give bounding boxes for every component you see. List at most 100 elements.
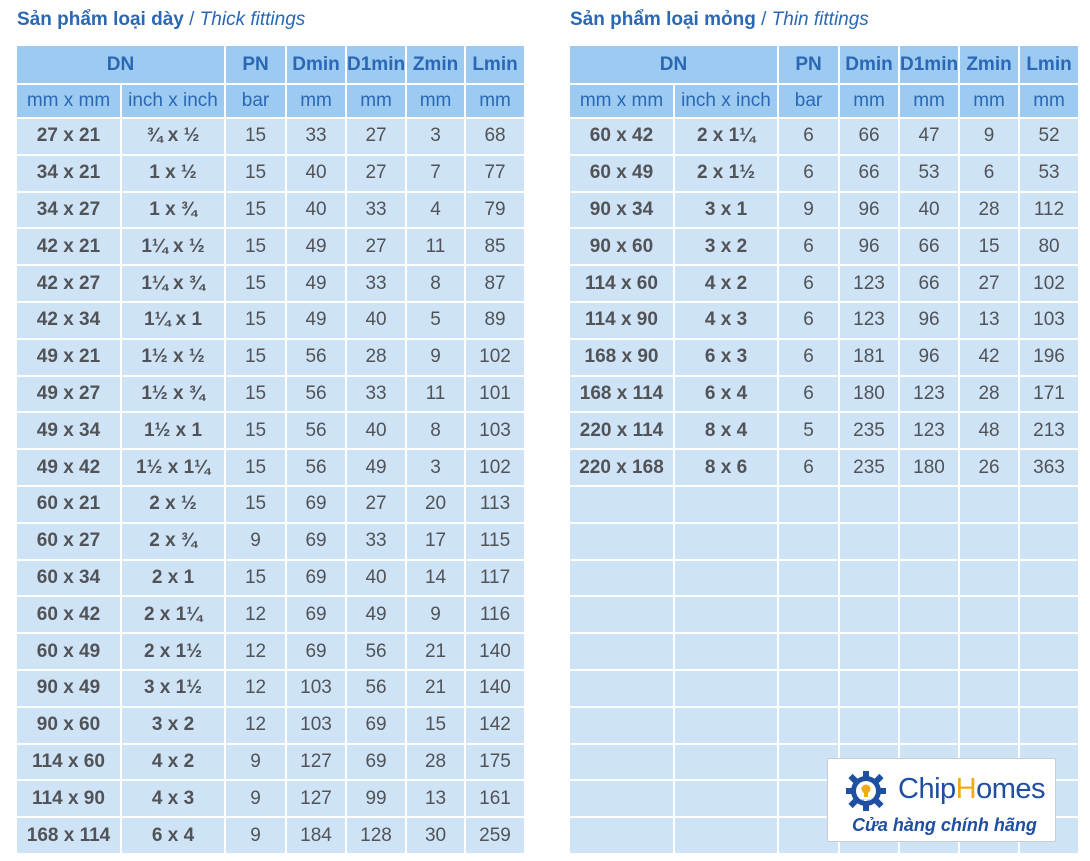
- unit-zmin: mm: [958, 83, 1021, 119]
- d1min-cell: 27: [345, 484, 408, 524]
- table-row: 220 x 168 8 x 6 6 235 180 26 363: [570, 448, 1079, 487]
- d1min-cell: 123: [898, 411, 961, 451]
- dn-mm-cell: 60 x 21: [17, 484, 122, 524]
- empty-cell: [898, 595, 961, 635]
- empty-cell: [898, 668, 961, 708]
- dn-mm-cell: 42 x 34: [17, 300, 122, 340]
- header-dn: DN: [570, 46, 780, 85]
- unit-lmin: mm: [1018, 83, 1079, 119]
- empty-cell: [570, 705, 675, 745]
- dn-inch-cell: 1 x ¾: [119, 190, 227, 230]
- zmin-cell: 28: [405, 742, 467, 782]
- dn-mm-cell: 60 x 42: [570, 118, 675, 156]
- pn-cell: 5: [777, 411, 841, 451]
- dn-mm-cell: 114 x 60: [17, 742, 122, 782]
- brand-h: H: [955, 773, 977, 805]
- table-row: 168 x 90 6 x 3 6 181 96 42 196: [570, 337, 1079, 377]
- table-row: 114 x 60 4 x 2 6 123 66 27 102: [570, 264, 1079, 303]
- unit-mm-x-mm: mm x mm: [17, 83, 122, 119]
- pn-cell: 12: [224, 595, 288, 635]
- pn-cell: 6: [777, 300, 841, 340]
- lmin-cell: 89: [464, 300, 525, 340]
- header-lmin: Lmin: [464, 46, 525, 85]
- pn-cell: 6: [777, 264, 841, 303]
- zmin-cell: 7: [405, 153, 467, 193]
- title-vietnamese: Sản phẩm loại dày: [17, 9, 184, 30]
- zmin-cell: 5: [405, 300, 467, 340]
- empty-cell: [672, 484, 780, 524]
- pn-cell: 6: [777, 374, 841, 414]
- pn-cell: 6: [777, 227, 841, 267]
- thin-fittings-title: Sản phẩm loại mỏng / Thin fittings: [570, 0, 1078, 46]
- zmin-cell: 13: [405, 779, 467, 819]
- lmin-cell: 103: [464, 411, 525, 451]
- header-dmin: Dmin: [838, 46, 901, 85]
- title-separator: /: [761, 9, 767, 30]
- zmin-cell: 3: [405, 118, 467, 156]
- empty-cell: [672, 558, 780, 598]
- pn-cell: 9: [224, 816, 288, 855]
- d1min-cell: 49: [345, 595, 408, 635]
- dmin-cell: 56: [285, 374, 348, 414]
- title-english: Thin fittings: [771, 9, 869, 30]
- dmin-cell: 235: [838, 411, 901, 451]
- dn-mm-cell: 49 x 21: [17, 337, 122, 377]
- dn-mm-cell: 27 x 21: [17, 118, 122, 156]
- title-vietnamese: Sản phẩm loại mỏng: [570, 9, 756, 30]
- dmin-cell: 49: [285, 227, 348, 267]
- pn-cell: 6: [777, 448, 841, 487]
- dn-mm-cell: 60 x 42: [17, 595, 122, 635]
- pn-cell: 15: [224, 411, 288, 451]
- empty-cell: [777, 668, 841, 708]
- dmin-cell: 127: [285, 779, 348, 819]
- dn-inch-cell: 3 x 1: [672, 190, 780, 230]
- d1min-cell: 128: [345, 816, 408, 855]
- zmin-cell: 8: [405, 264, 467, 303]
- empty-cell: [838, 521, 901, 561]
- pn-cell: 15: [224, 190, 288, 230]
- empty-cell: [1018, 484, 1079, 524]
- zmin-cell: 9: [405, 337, 467, 377]
- dn-mm-cell: 34 x 27: [17, 190, 122, 230]
- lmin-cell: 77: [464, 153, 525, 193]
- lmin-cell: 142: [464, 705, 525, 745]
- dmin-cell: 96: [838, 227, 901, 267]
- zmin-cell: 42: [958, 337, 1021, 377]
- pn-cell: 15: [224, 558, 288, 598]
- table-row: 60 x 42 2 x 1¼ 6 66 47 9 52: [570, 118, 1079, 156]
- pn-cell: 9: [224, 742, 288, 782]
- empty-cell: [570, 632, 675, 671]
- dn-inch-cell: 4 x 2: [672, 264, 780, 303]
- d1min-cell: 40: [345, 558, 408, 598]
- lmin-cell: 102: [464, 337, 525, 377]
- lmin-cell: 113: [464, 484, 525, 524]
- empty-cell: [838, 632, 901, 671]
- pn-cell: 15: [224, 300, 288, 340]
- pn-cell: 6: [777, 153, 841, 193]
- brand-name: ChipHomes: [898, 773, 1046, 806]
- empty-cell: [672, 595, 780, 635]
- table-row: 90 x 60 3 x 2 6 96 66 15 80: [570, 227, 1079, 267]
- pn-cell: 15: [224, 337, 288, 377]
- pn-cell: 12: [224, 632, 288, 671]
- table-row: 114 x 60 4 x 2 9 127 69 28 175: [17, 742, 525, 782]
- dmin-cell: 40: [285, 153, 348, 193]
- empty-row: [570, 668, 1079, 708]
- empty-row: [570, 521, 1079, 561]
- d1min-cell: 33: [345, 264, 408, 303]
- dn-inch-cell: 4 x 3: [672, 300, 780, 340]
- dmin-cell: 69: [285, 632, 348, 671]
- lmin-cell: 259: [464, 816, 525, 855]
- dn-inch-cell: 1½ x 1¼: [119, 448, 227, 487]
- pn-cell: 9: [777, 190, 841, 230]
- dmin-cell: 103: [285, 668, 348, 708]
- d1min-cell: 96: [898, 300, 961, 340]
- dn-inch-cell: 6 x 3: [672, 337, 780, 377]
- empty-cell: [838, 558, 901, 598]
- empty-cell: [570, 742, 675, 782]
- empty-cell: [958, 484, 1021, 524]
- zmin-cell: 14: [405, 558, 467, 598]
- zmin-cell: 28: [958, 190, 1021, 230]
- empty-cell: [898, 521, 961, 561]
- dn-mm-cell: 49 x 42: [17, 448, 122, 487]
